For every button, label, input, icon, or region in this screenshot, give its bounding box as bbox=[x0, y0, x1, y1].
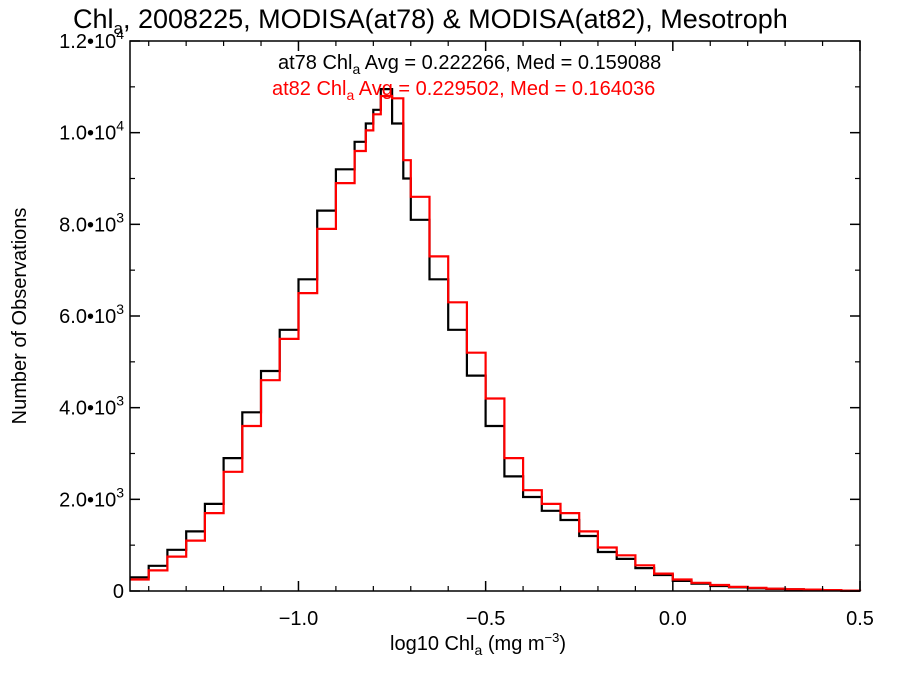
chart-title-subscript: a bbox=[114, 19, 124, 38]
y-tick-mantissa: 1.0•10 bbox=[59, 123, 116, 145]
annotation-at82-sub: a bbox=[347, 87, 355, 103]
chart-title-main: Chl bbox=[73, 4, 114, 34]
ticks-layer: −1.0 −0.5 0.0 0.502.0•1034.0•1036.0•1038.0•… bbox=[59, 26, 874, 630]
y-tick-label: 6.0•103 bbox=[59, 301, 124, 328]
y-tick-label: 0 bbox=[113, 581, 124, 603]
y-tick-mantissa: 1.2•10 bbox=[59, 31, 116, 53]
y-tick-exponent: 3 bbox=[116, 209, 124, 225]
x-axis-label-main: log10 Chl bbox=[390, 633, 475, 655]
chart-title-rest: , 2008225, MODISA(at78) & MODISA(at82), … bbox=[123, 4, 788, 34]
y-tick-label: 8.0•103 bbox=[59, 209, 124, 236]
x-axis-label-exp: −3 bbox=[545, 630, 560, 645]
y-tick-exponent: 4 bbox=[116, 26, 124, 42]
y-tick-mantissa: 6.0•10 bbox=[59, 306, 116, 328]
y-tick-mantissa: 8.0•10 bbox=[59, 214, 116, 236]
x-axis-label-units: (mg m bbox=[482, 633, 544, 655]
y-tick-exponent: 3 bbox=[116, 393, 124, 409]
x-tick-label: −1.0 bbox=[279, 608, 318, 630]
x-axis-label: log10 Chla (mg m−3) bbox=[390, 630, 566, 658]
x-tick-label: 0.5 bbox=[846, 608, 874, 630]
series-layer bbox=[130, 88, 862, 592]
y-tick-mantissa: 2.0•10 bbox=[59, 489, 116, 511]
annotation-at78: at78 Chla Avg = 0.222266, Med = 0.159088 bbox=[278, 52, 661, 77]
x-axis-label-sub: a bbox=[475, 642, 483, 658]
annotation-at78-post: Avg = 0.222266, Med = 0.159088 bbox=[360, 52, 661, 74]
x-axis-label-close: ) bbox=[559, 633, 566, 655]
y-tick-exponent: 4 bbox=[116, 118, 124, 134]
y-tick-label: 1.2•104 bbox=[59, 26, 124, 53]
y-tick-mantissa: 4.0•10 bbox=[59, 398, 116, 420]
y-tick-exponent: 3 bbox=[116, 484, 124, 500]
y-tick-label: 1.0•104 bbox=[59, 118, 124, 145]
x-tick-label: −0.5 bbox=[466, 608, 505, 630]
annotation-at78-sub: a bbox=[353, 61, 361, 77]
y-tick-exponent: 3 bbox=[116, 301, 124, 317]
y-tick-label: 2.0•103 bbox=[59, 484, 124, 511]
x-tick-label: 0.0 bbox=[659, 608, 687, 630]
annotation-at82-post: Avg = 0.229502, Med = 0.164036 bbox=[354, 78, 655, 100]
y-tick-label: 4.0•103 bbox=[59, 393, 124, 420]
annotation-at82: at82 Chla Avg = 0.229502, Med = 0.164036 bbox=[272, 78, 655, 103]
series-1-line bbox=[130, 94, 862, 592]
y-axis-label: Number of Observations bbox=[9, 208, 31, 425]
annotation-at82-pre: at82 Chl bbox=[272, 78, 347, 100]
y-tick-mantissa: 0 bbox=[113, 581, 124, 603]
annotation-at78-pre: at78 Chl bbox=[278, 52, 353, 74]
chart-title: Chla, 2008225, MODISA(at78) & MODISA(at8… bbox=[73, 4, 788, 38]
